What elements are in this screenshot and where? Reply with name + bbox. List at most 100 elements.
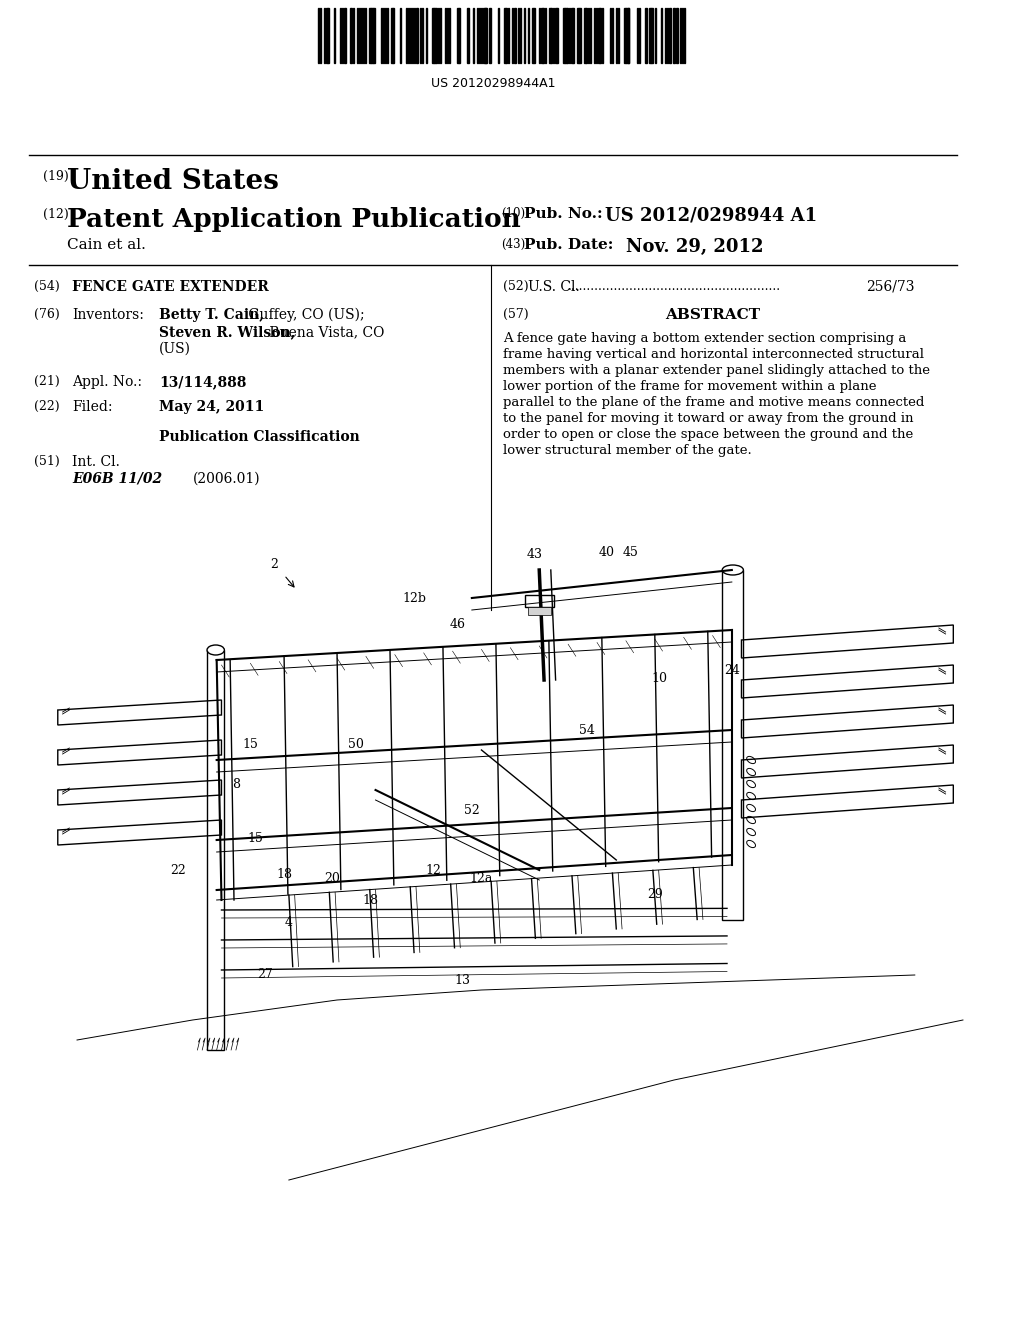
Text: E06B 11/02: E06B 11/02 <box>73 473 163 486</box>
Text: lower portion of the frame for movement within a plane: lower portion of the frame for movement … <box>503 380 877 393</box>
Bar <box>555 8 557 63</box>
Bar <box>514 8 516 63</box>
Bar <box>317 8 318 63</box>
Bar <box>567 8 568 63</box>
Text: (10): (10) <box>501 207 525 220</box>
Text: 43: 43 <box>526 549 543 561</box>
Text: (12): (12) <box>43 209 69 220</box>
Bar <box>360 8 361 63</box>
Text: parallel to the plane of the frame and motive means connected: parallel to the plane of the frame and m… <box>503 396 924 409</box>
Bar <box>207 649 224 1049</box>
Text: 13/114,888: 13/114,888 <box>159 375 246 389</box>
Bar <box>373 8 376 63</box>
Bar <box>645 8 647 63</box>
Text: (2006.01): (2006.01) <box>193 473 260 486</box>
Bar <box>350 8 351 63</box>
Text: U.S. Cl.: U.S. Cl. <box>527 280 580 294</box>
Text: Nov. 29, 2012: Nov. 29, 2012 <box>626 238 764 256</box>
Bar <box>365 8 366 63</box>
Text: 12b: 12b <box>402 591 426 605</box>
Bar <box>674 8 675 63</box>
Text: (21): (21) <box>34 375 59 388</box>
Ellipse shape <box>722 565 743 576</box>
Bar <box>422 8 423 63</box>
Bar <box>580 8 582 63</box>
Bar <box>416 8 418 63</box>
Bar <box>358 8 359 63</box>
Bar <box>426 8 427 63</box>
Bar <box>612 8 613 63</box>
Text: Inventors:: Inventors: <box>73 308 144 322</box>
Bar <box>504 8 506 63</box>
Bar <box>637 8 638 63</box>
Bar <box>545 8 546 63</box>
Bar <box>485 8 486 63</box>
Bar <box>483 8 485 63</box>
Bar <box>682 8 683 63</box>
Bar <box>549 8 551 63</box>
Bar <box>524 8 525 63</box>
Bar <box>625 8 626 63</box>
Bar <box>557 8 558 63</box>
Text: 2: 2 <box>270 558 279 572</box>
Text: frame having vertical and horizontal interconnected structural: frame having vertical and horizontal int… <box>503 348 924 360</box>
Text: (43): (43) <box>501 238 525 251</box>
Text: .......................................................: ........................................… <box>568 280 781 293</box>
Text: May 24, 2011: May 24, 2011 <box>159 400 264 414</box>
Text: Int. Cl.: Int. Cl. <box>73 455 120 469</box>
Text: US 2012/0298944 A1: US 2012/0298944 A1 <box>605 207 817 224</box>
Bar <box>610 8 611 63</box>
Text: 4: 4 <box>285 916 293 928</box>
Text: 46: 46 <box>450 619 465 631</box>
Bar <box>324 8 325 63</box>
Bar <box>362 8 364 63</box>
Text: Guffey, CO (US);: Guffey, CO (US); <box>244 308 365 322</box>
Text: 40: 40 <box>599 545 614 558</box>
Text: (52): (52) <box>503 280 528 293</box>
Bar <box>479 8 480 63</box>
Text: lower structural member of the gate.: lower structural member of the gate. <box>503 444 752 457</box>
Text: ABSTRACT: ABSTRACT <box>665 308 760 322</box>
Bar <box>684 8 685 63</box>
Bar <box>340 8 341 63</box>
Text: order to open or close the space between the ground and the: order to open or close the space between… <box>503 428 913 441</box>
Text: 13: 13 <box>455 974 470 986</box>
Bar <box>512 8 513 63</box>
Text: 50: 50 <box>348 738 365 751</box>
Bar <box>666 8 667 63</box>
Text: 18: 18 <box>276 869 292 882</box>
Text: 10: 10 <box>651 672 668 685</box>
Bar <box>449 8 450 63</box>
Bar <box>680 8 681 63</box>
Text: 256/73: 256/73 <box>866 280 914 294</box>
Text: Filed:: Filed: <box>73 400 113 414</box>
Bar <box>481 8 482 63</box>
Bar <box>527 607 551 615</box>
Bar <box>457 8 459 63</box>
Bar <box>655 8 656 63</box>
Text: A fence gate having a bottom extender section comprising a: A fence gate having a bottom extender se… <box>503 333 906 345</box>
Text: Publication Classification: Publication Classification <box>159 430 359 444</box>
Bar <box>434 8 436 63</box>
Bar <box>722 570 743 920</box>
Text: 27: 27 <box>257 969 272 982</box>
Bar <box>326 8 329 63</box>
Bar <box>676 8 678 63</box>
Text: (57): (57) <box>503 308 528 321</box>
Text: 45: 45 <box>623 545 639 558</box>
Text: (22): (22) <box>34 400 59 413</box>
Text: to the panel for moving it toward or away from the ground in: to the panel for moving it toward or awa… <box>503 412 913 425</box>
Bar <box>385 8 386 63</box>
Bar <box>369 8 371 63</box>
Bar <box>618 8 620 63</box>
Bar <box>649 8 650 63</box>
Bar <box>410 8 411 63</box>
Bar <box>586 8 587 63</box>
Text: Cain et al.: Cain et al. <box>68 238 146 252</box>
Bar <box>670 8 671 63</box>
Bar <box>668 8 669 63</box>
Bar <box>569 8 570 63</box>
Bar <box>573 8 574 63</box>
Bar <box>627 8 629 63</box>
Bar <box>563 8 565 63</box>
